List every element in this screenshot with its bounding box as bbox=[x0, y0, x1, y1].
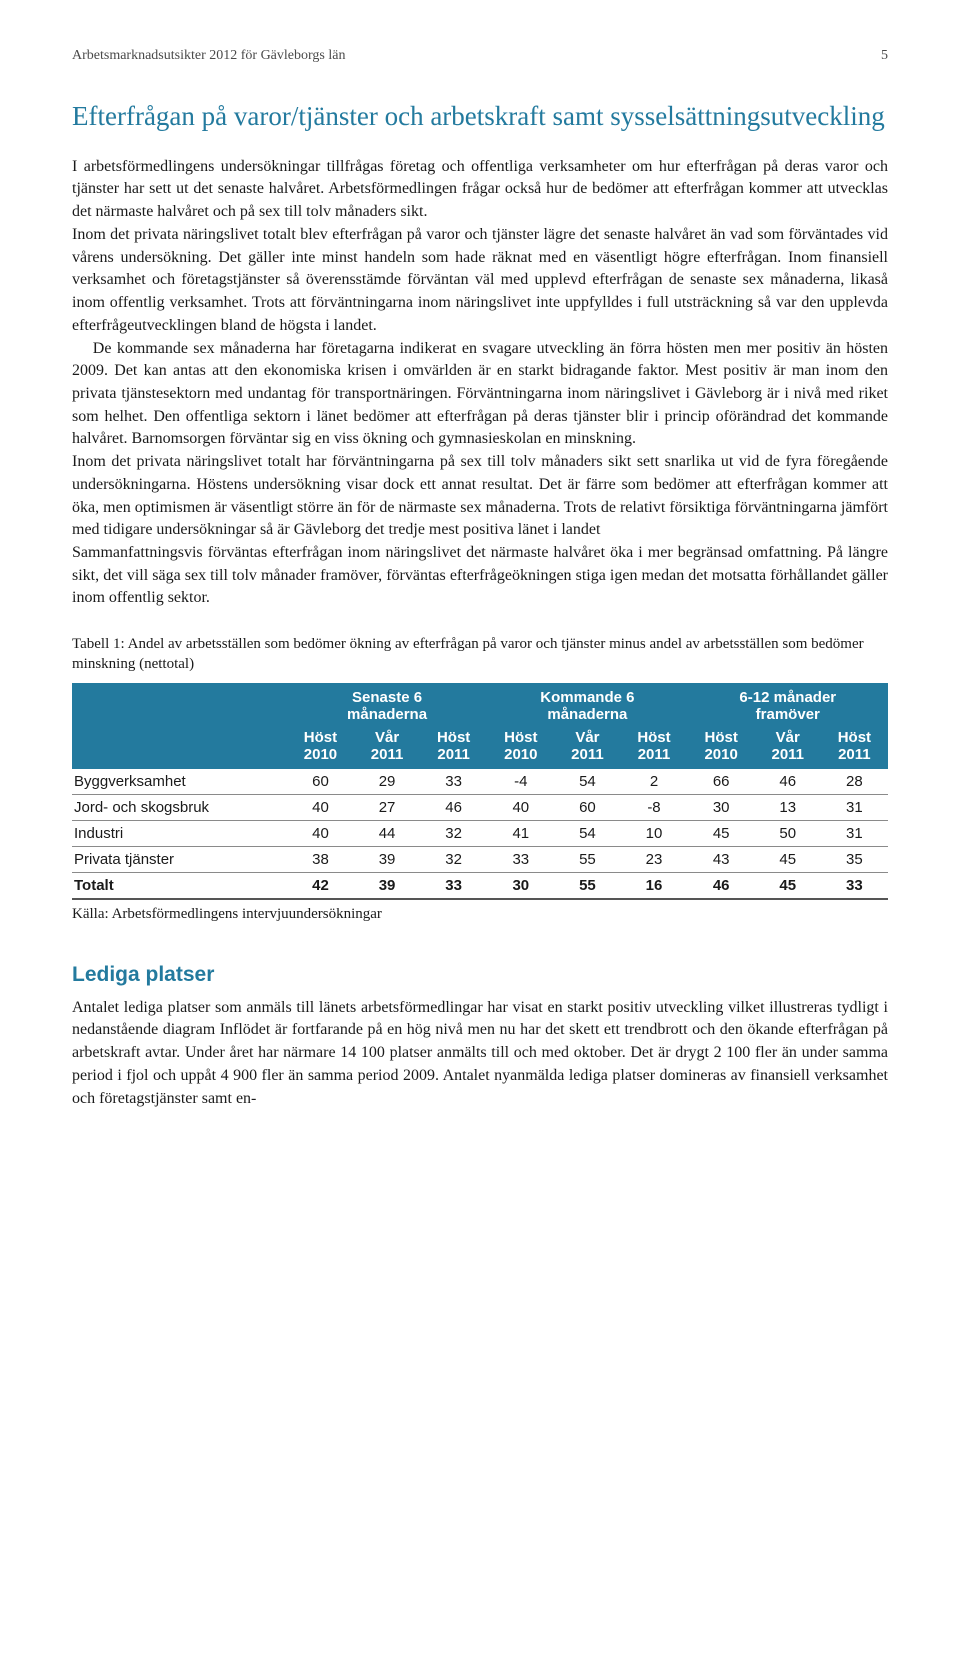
table-col-header: Vår2011 bbox=[755, 725, 821, 769]
table-caption: Tabell 1: Andel av arbetsställen som bed… bbox=[72, 634, 888, 675]
table-cell: 45 bbox=[755, 872, 821, 899]
body-paragraph: I arbetsförmedlingens undersökningar til… bbox=[72, 156, 888, 224]
table-col-header: Höst2010 bbox=[688, 725, 755, 769]
table-cell: 55 bbox=[554, 846, 620, 872]
table-col-header: Höst2011 bbox=[821, 725, 888, 769]
sub-heading: Lediga platser bbox=[72, 963, 888, 987]
table-row-label: Privata tjänster bbox=[72, 846, 287, 872]
table-header-spacer bbox=[72, 725, 287, 769]
table-cell: 31 bbox=[821, 794, 888, 820]
table-cell: 23 bbox=[620, 846, 687, 872]
table-cell: 50 bbox=[755, 820, 821, 846]
table-cell: 46 bbox=[755, 769, 821, 795]
table-group-header: Kommande 6månaderna bbox=[487, 683, 687, 725]
table-cell: -4 bbox=[487, 769, 554, 795]
table-cell: 41 bbox=[487, 820, 554, 846]
table-cell: 2 bbox=[620, 769, 687, 795]
table-row-label: Jord- och skogsbruk bbox=[72, 794, 287, 820]
table-col-header: Höst2011 bbox=[620, 725, 687, 769]
table-cell: 45 bbox=[688, 820, 755, 846]
table-cell: 27 bbox=[354, 794, 420, 820]
table-total-row: Totalt 42 39 33 30 55 16 46 45 33 bbox=[72, 872, 888, 899]
table-cell: 29 bbox=[354, 769, 420, 795]
table-cell: 32 bbox=[420, 820, 487, 846]
body-paragraph: De kommande sex månaderna har företagarn… bbox=[72, 338, 888, 452]
body-paragraph: Sammanfattningsvis förväntas efterfrågan… bbox=[72, 542, 888, 610]
table-cell: 39 bbox=[354, 846, 420, 872]
body-paragraph: Inom det privata näringslivet totalt ble… bbox=[72, 224, 888, 338]
table-row: Privata tjänster 38 39 32 33 55 23 43 45… bbox=[72, 846, 888, 872]
header-title: Arbetsmarknadsutsikter 2012 för Gävlebor… bbox=[72, 48, 345, 63]
table-col-header: Höst2010 bbox=[287, 725, 354, 769]
table-cell: 35 bbox=[821, 846, 888, 872]
table-cell: 45 bbox=[755, 846, 821, 872]
table-row-label: Industri bbox=[72, 820, 287, 846]
table-cell: 30 bbox=[688, 794, 755, 820]
table-cell: 40 bbox=[287, 820, 354, 846]
table-cell: 33 bbox=[821, 872, 888, 899]
table-col-header: Vår2011 bbox=[554, 725, 620, 769]
table-col-header: Höst2010 bbox=[487, 725, 554, 769]
table-cell: 42 bbox=[287, 872, 354, 899]
table-cell: 16 bbox=[620, 872, 687, 899]
data-table: Senaste 6månaderna Kommande 6månaderna 6… bbox=[72, 683, 888, 900]
table-cell: 30 bbox=[487, 872, 554, 899]
section-heading: Efterfrågan på varor/tjänster och arbets… bbox=[72, 100, 888, 134]
table-cell: 33 bbox=[487, 846, 554, 872]
table-cell: 60 bbox=[287, 769, 354, 795]
table-cell: 39 bbox=[354, 872, 420, 899]
table-cell: 40 bbox=[287, 794, 354, 820]
table-cell: 44 bbox=[354, 820, 420, 846]
table-row: Industri 40 44 32 41 54 10 45 50 31 bbox=[72, 820, 888, 846]
table-cell: 32 bbox=[420, 846, 487, 872]
table-source: Källa: Arbetsförmedlingens intervjuunder… bbox=[72, 906, 888, 923]
table-group-header-row: Senaste 6månaderna Kommande 6månaderna 6… bbox=[72, 683, 888, 725]
table-cell: 60 bbox=[554, 794, 620, 820]
table-cell: 66 bbox=[688, 769, 755, 795]
table-header-spacer bbox=[72, 683, 287, 725]
table-cell: 46 bbox=[688, 872, 755, 899]
body-paragraph: Inom det privata näringslivet totalt har… bbox=[72, 451, 888, 542]
table-cell: 46 bbox=[420, 794, 487, 820]
table-cell: 33 bbox=[420, 872, 487, 899]
table-col-header: Vår2011 bbox=[354, 725, 420, 769]
table-cell: 54 bbox=[554, 769, 620, 795]
table-cell: 28 bbox=[821, 769, 888, 795]
table-body: Byggverksamhet 60 29 33 -4 54 2 66 46 28… bbox=[72, 769, 888, 899]
page-number: 5 bbox=[881, 48, 888, 64]
table-cell: 43 bbox=[688, 846, 755, 872]
table-cell: 33 bbox=[420, 769, 487, 795]
table-cell: -8 bbox=[620, 794, 687, 820]
table-cell: 13 bbox=[755, 794, 821, 820]
table-row-label: Totalt bbox=[72, 872, 287, 899]
table-cell: 54 bbox=[554, 820, 620, 846]
table-cell: 40 bbox=[487, 794, 554, 820]
table-row: Jord- och skogsbruk 40 27 46 40 60 -8 30… bbox=[72, 794, 888, 820]
table-period-header-row: Höst2010 Vår2011 Höst2011 Höst2010 Vår20… bbox=[72, 725, 888, 769]
table-row: Byggverksamhet 60 29 33 -4 54 2 66 46 28 bbox=[72, 769, 888, 795]
table-cell: 55 bbox=[554, 872, 620, 899]
table-col-header: Höst2011 bbox=[420, 725, 487, 769]
table-group-header: 6-12 månaderframöver bbox=[688, 683, 888, 725]
table-cell: 31 bbox=[821, 820, 888, 846]
table-group-header: Senaste 6månaderna bbox=[287, 683, 487, 725]
table-cell: 38 bbox=[287, 846, 354, 872]
body-paragraph: Antalet lediga platser som anmäls till l… bbox=[72, 997, 888, 1111]
table-cell: 10 bbox=[620, 820, 687, 846]
table-row-label: Byggverksamhet bbox=[72, 769, 287, 795]
page-header: Arbetsmarknadsutsikter 2012 för Gävlebor… bbox=[72, 48, 888, 64]
